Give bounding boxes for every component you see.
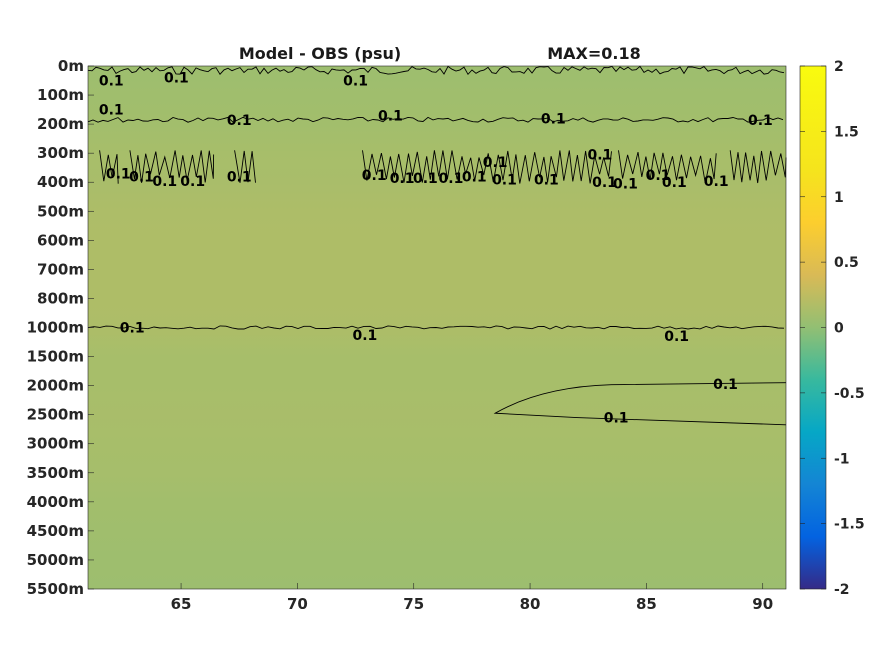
contour-label: 0.1 [592,175,617,191]
contour-label: 0.1 [713,377,738,393]
contour-label: 0.1 [378,108,403,124]
y-tick-label: 700m [37,260,84,278]
y-tick-label: 3500m [27,464,84,482]
contour-labels: 0.1 0.1 0.10.10.1 0.1 0.1 0.10.10.10.1 0.1 0.1 0… [99,71,773,427]
colorbar: 2 1.5 1 0.5 0 -0.5 -1 -1.5 -2 [799,59,865,598]
contour-label: 0.1 [604,411,629,427]
x-tick-label: 75 [403,595,424,613]
contour-line [99,150,787,184]
x-axis: 65 70 75 80 85 90 [171,583,773,613]
colorbar-tick-label: 2 [834,59,844,75]
y-tick-label: 400m [37,173,84,191]
x-tick-label: 85 [636,595,657,613]
contour-label: 0.1 [227,169,252,185]
contour-label: 0.1 [106,167,131,183]
contour-label: 0.1 [164,71,189,87]
contour-label: 0.1 [390,171,415,187]
contour-label: 0.1 [646,168,671,184]
y-tick-label: 4000m [27,493,84,511]
contour-label: 0.1 [352,328,377,344]
colorbar-ticks: 2 1.5 1 0.5 0 -0.5 -1 -1.5 -2 [800,59,865,598]
y-axis: 0m 100m 200m 300m 400m 500m 600m 700m 800m 1000m 1… [27,57,94,598]
contour-label: 0.1 [120,321,145,337]
chart-title: Model - OBS (psu) [239,44,401,63]
y-tick-label: 4500m [27,522,84,540]
contour-label: 0.1 [152,174,177,190]
colorbar-tick-label: 1.5 [834,124,859,140]
y-tick-label: 1500m [27,348,84,366]
plot-area: 0.1 0.1 0.10.10.1 0.1 0.1 0.10.10.10.1 0.1 0.1 0… [87,65,787,590]
contour-label: 0.1 [439,171,464,187]
x-tick-label: 70 [287,595,308,613]
contour-label: 0.1 [534,172,559,188]
contour-label: 0.1 [662,175,687,191]
contour-line [87,116,784,123]
contour-label: 0.1 [664,329,689,345]
contour-label: 0.1 [541,111,566,127]
x-tick-label: 80 [520,595,541,613]
contour-label: 0.1 [227,113,252,129]
y-tick-label: 5000m [27,551,84,569]
y-tick-label: 600m [37,231,84,249]
contour-label: 0.1 [704,174,729,190]
contour-line [87,65,785,76]
contour-label: 0.1 [129,169,154,185]
contour-label: 0.1 [413,171,438,187]
y-tick-label: 800m [37,289,84,307]
contour-label: 0.1 [180,174,205,190]
y-tick-label: 1000m [27,319,84,337]
y-tick-label: 0m [58,57,84,75]
y-tick-label: 2000m [27,377,84,395]
colorbar-tick-label: -0.5 [834,386,865,402]
colorbar-tick-label: 1 [834,190,844,206]
contour-label: 0.1 [483,155,508,171]
contour-line [493,382,787,426]
contour-label: 0.1 [462,169,487,185]
colorbar-tick-label: 0.5 [834,255,859,271]
colorbar-tick-label: 0 [834,321,844,337]
y-tick-label: 200m [37,115,84,133]
chart-subtitle: MAX=0.18 [547,44,641,63]
contour-label: 0.1 [99,103,124,119]
contour-label: 0.1 [99,74,124,90]
contour-line [87,325,785,330]
contour-label: 0.1 [587,148,612,164]
colorbar-tick-label: -1 [834,451,850,467]
y-tick-label: 300m [37,144,84,162]
y-tick-label: 3000m [27,435,84,453]
colorbar-tick-label: -1.5 [834,517,865,533]
contour-label: 0.1 [613,177,638,193]
colorbar-tick-label: -2 [834,582,850,598]
y-tick-label: 5500m [27,580,84,598]
x-tick-label: 65 [171,595,192,613]
contour-layer [87,65,787,426]
y-tick-label: 500m [37,202,84,220]
contour-label: 0.1 [343,74,368,90]
y-tick-label: 100m [37,86,84,104]
contour-label: 0.1 [492,172,517,188]
contour-label: 0.1 [362,168,387,184]
x-tick-label: 90 [752,595,773,613]
y-tick-label: 2500m [27,406,84,424]
contour-label: 0.1 [748,113,773,129]
